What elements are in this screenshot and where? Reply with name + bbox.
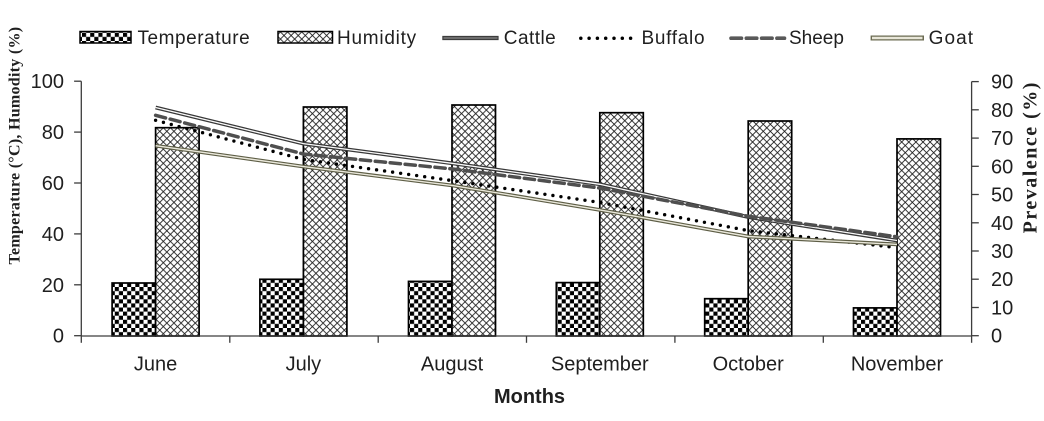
svg-text:0: 0	[53, 326, 64, 348]
svg-text:Cattle: Cattle	[504, 28, 556, 49]
svg-text:90: 90	[991, 72, 1013, 94]
svg-text:November: November	[851, 354, 944, 376]
svg-text:40: 40	[42, 224, 64, 246]
svg-text:40: 40	[991, 213, 1013, 235]
svg-text:20: 20	[42, 275, 64, 297]
svg-text:September: September	[551, 354, 649, 376]
svg-text:60: 60	[991, 156, 1013, 178]
svg-text:Sheep: Sheep	[789, 28, 844, 49]
svg-text:50: 50	[991, 185, 1013, 207]
svg-text:80: 80	[42, 122, 64, 144]
svg-text:Prevalence (%): Prevalence (%)	[1020, 81, 1042, 233]
svg-text:20: 20	[991, 269, 1013, 291]
svg-text:Goat: Goat	[929, 28, 975, 49]
svg-text:30: 30	[991, 241, 1013, 263]
svg-text:100: 100	[31, 71, 64, 93]
svg-text:60: 60	[42, 173, 64, 195]
svg-text:10: 10	[991, 298, 1013, 320]
svg-text:70: 70	[991, 128, 1013, 150]
svg-text:80: 80	[991, 100, 1013, 122]
svg-text:June: June	[134, 354, 177, 376]
svg-text:Months: Months	[494, 386, 565, 408]
svg-text:Buffalo: Buffalo	[642, 28, 706, 49]
svg-text:August: August	[421, 354, 484, 376]
svg-text:July: July	[286, 354, 322, 376]
svg-text:0: 0	[991, 326, 1002, 348]
svg-text:Humidity: Humidity	[337, 28, 417, 49]
svg-text:Temperature: Temperature	[138, 28, 251, 49]
svg-text:Temperature (°C), Humodity (%): Temperature (°C), Humodity (%)	[7, 27, 24, 265]
svg-text:October: October	[713, 354, 784, 376]
